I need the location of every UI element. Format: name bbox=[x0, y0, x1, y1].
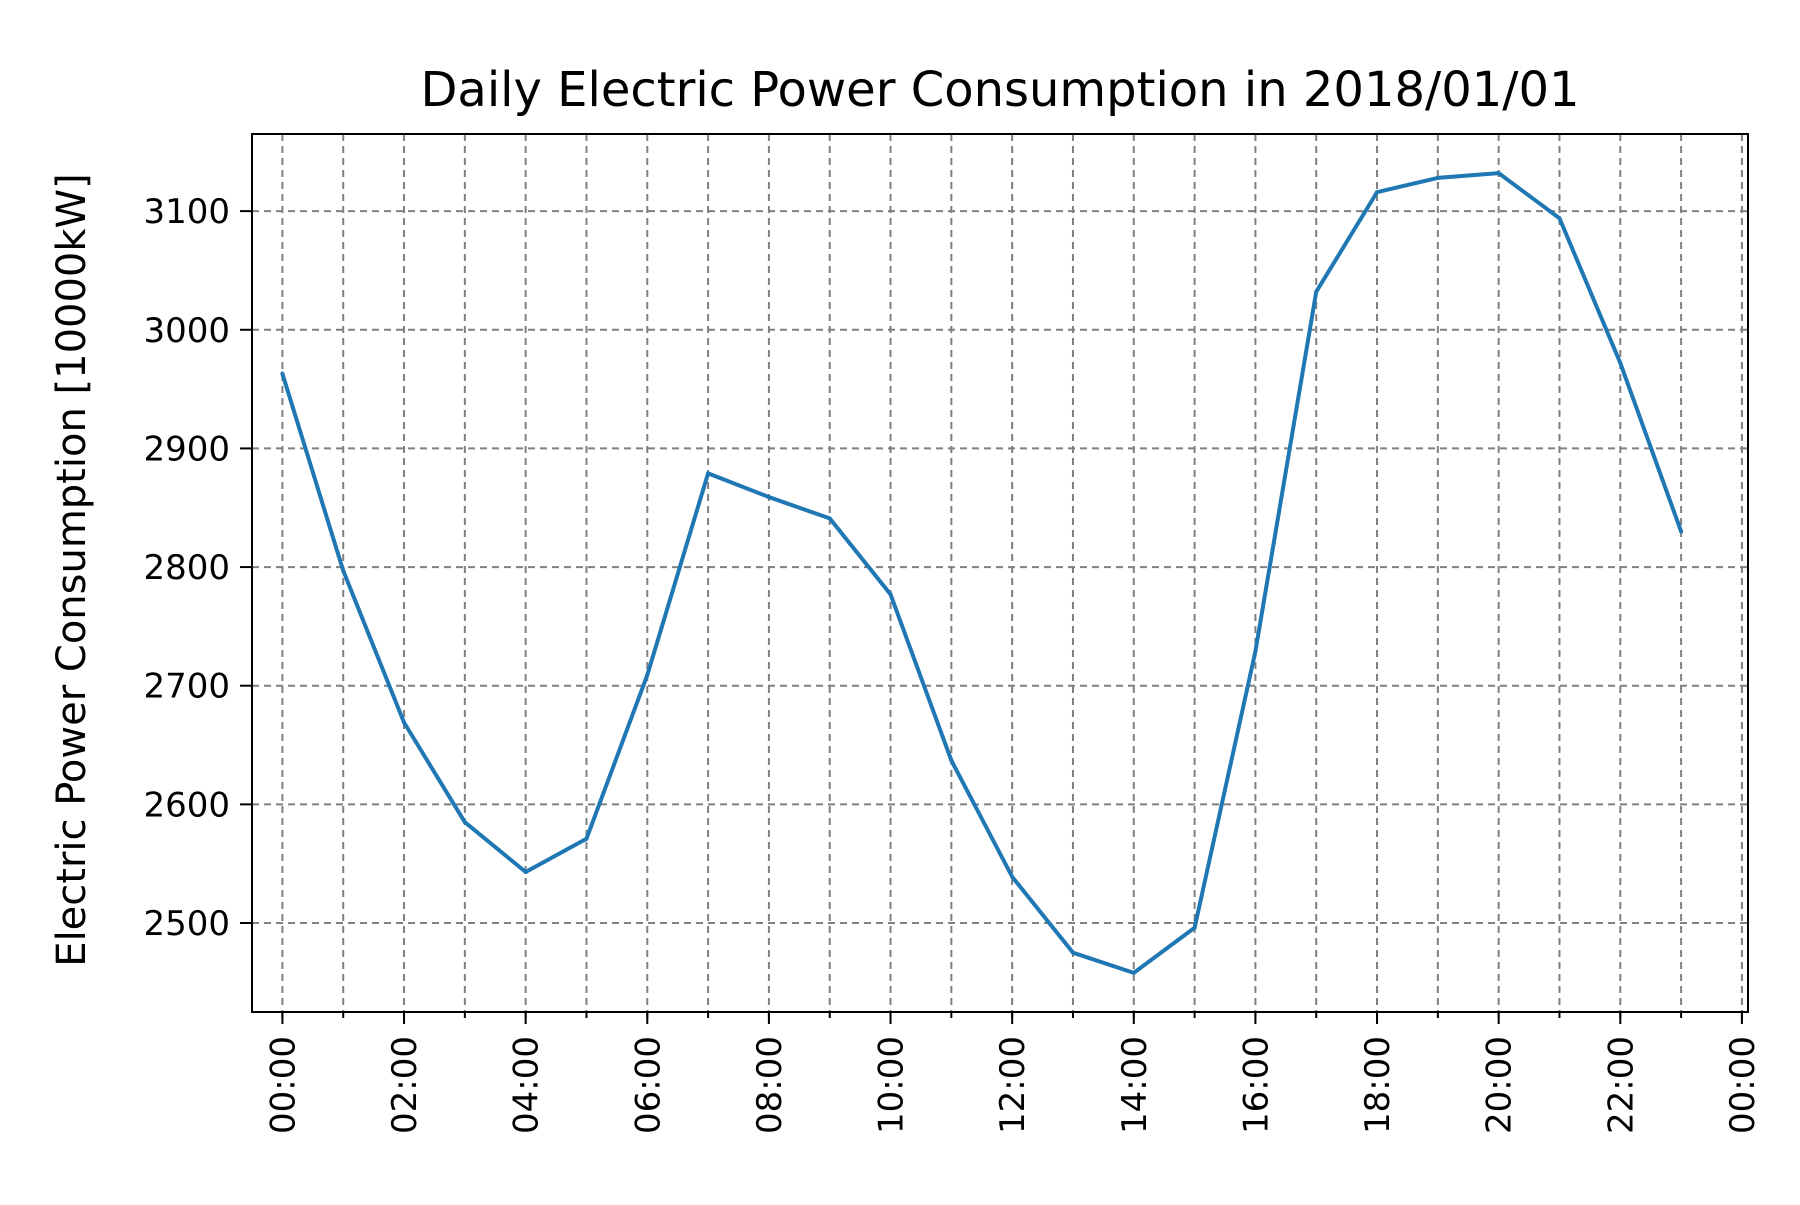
y-tick-label: 3000 bbox=[143, 311, 230, 351]
data-point bbox=[888, 592, 893, 597]
data-point bbox=[645, 673, 650, 678]
data-point bbox=[1314, 289, 1319, 294]
x-tick-label: 20:00 bbox=[1480, 1036, 1520, 1134]
data-point bbox=[1496, 171, 1501, 176]
data-point bbox=[1679, 529, 1684, 534]
chart-title: Daily Electric Power Consumption in 2018… bbox=[420, 62, 1579, 118]
data-point bbox=[1253, 649, 1258, 654]
data-point bbox=[706, 471, 711, 476]
plot-area-frame bbox=[251, 133, 1749, 1013]
y-tick-label: 2500 bbox=[143, 904, 230, 944]
y-tick-label: 3100 bbox=[143, 192, 230, 232]
x-tick-label: 08:00 bbox=[750, 1036, 790, 1134]
x-tick-label: 16:00 bbox=[1236, 1036, 1276, 1134]
data-point bbox=[1618, 360, 1623, 365]
data-point bbox=[1192, 925, 1197, 930]
data-point bbox=[1010, 874, 1015, 879]
data-point bbox=[584, 836, 589, 841]
data-point bbox=[341, 568, 346, 573]
data-point bbox=[280, 371, 285, 376]
y-tick-label: 2800 bbox=[143, 548, 230, 588]
x-tick-label: 02:00 bbox=[385, 1036, 425, 1134]
y-axis-ticks: 2500 2600 2700 2800 2900 3000 3100 bbox=[143, 192, 252, 944]
data-point bbox=[462, 820, 467, 825]
y-tick-label: 2600 bbox=[143, 785, 230, 825]
x-tick-label: 00:00 bbox=[263, 1036, 303, 1134]
data-point bbox=[766, 495, 771, 500]
data-point bbox=[1131, 970, 1136, 975]
series-line bbox=[280, 171, 1683, 975]
y-tick-label: 2900 bbox=[143, 429, 230, 469]
data-point bbox=[1435, 175, 1440, 180]
x-tick-label: 22:00 bbox=[1601, 1036, 1641, 1134]
grid bbox=[252, 134, 1748, 1012]
data-point bbox=[1070, 950, 1075, 955]
x-tick-label: 04:00 bbox=[507, 1036, 547, 1134]
x-tick-label: 18:00 bbox=[1358, 1036, 1398, 1134]
data-point bbox=[1375, 190, 1380, 195]
x-axis-ticks: 00:00 02:00 04:00 06:00 08:00 10:00 12:00 14:00… bbox=[263, 1012, 1763, 1134]
x-tick-label: 12:00 bbox=[993, 1036, 1033, 1134]
x-tick-label: 00:00 bbox=[1723, 1036, 1763, 1134]
data-point bbox=[402, 720, 407, 725]
data-point bbox=[827, 516, 832, 521]
series-layer bbox=[280, 171, 1684, 975]
data-point bbox=[949, 758, 954, 763]
y-tick-label: 2700 bbox=[143, 667, 230, 707]
x-tick-label: 14:00 bbox=[1115, 1036, 1155, 1134]
data-point bbox=[1557, 216, 1562, 221]
x-tick-label: 10:00 bbox=[872, 1036, 912, 1134]
y-axis-label: Electric Power Consumption [10000kW] bbox=[49, 173, 95, 966]
data-point bbox=[523, 869, 528, 874]
x-tick-label: 06:00 bbox=[628, 1036, 668, 1134]
